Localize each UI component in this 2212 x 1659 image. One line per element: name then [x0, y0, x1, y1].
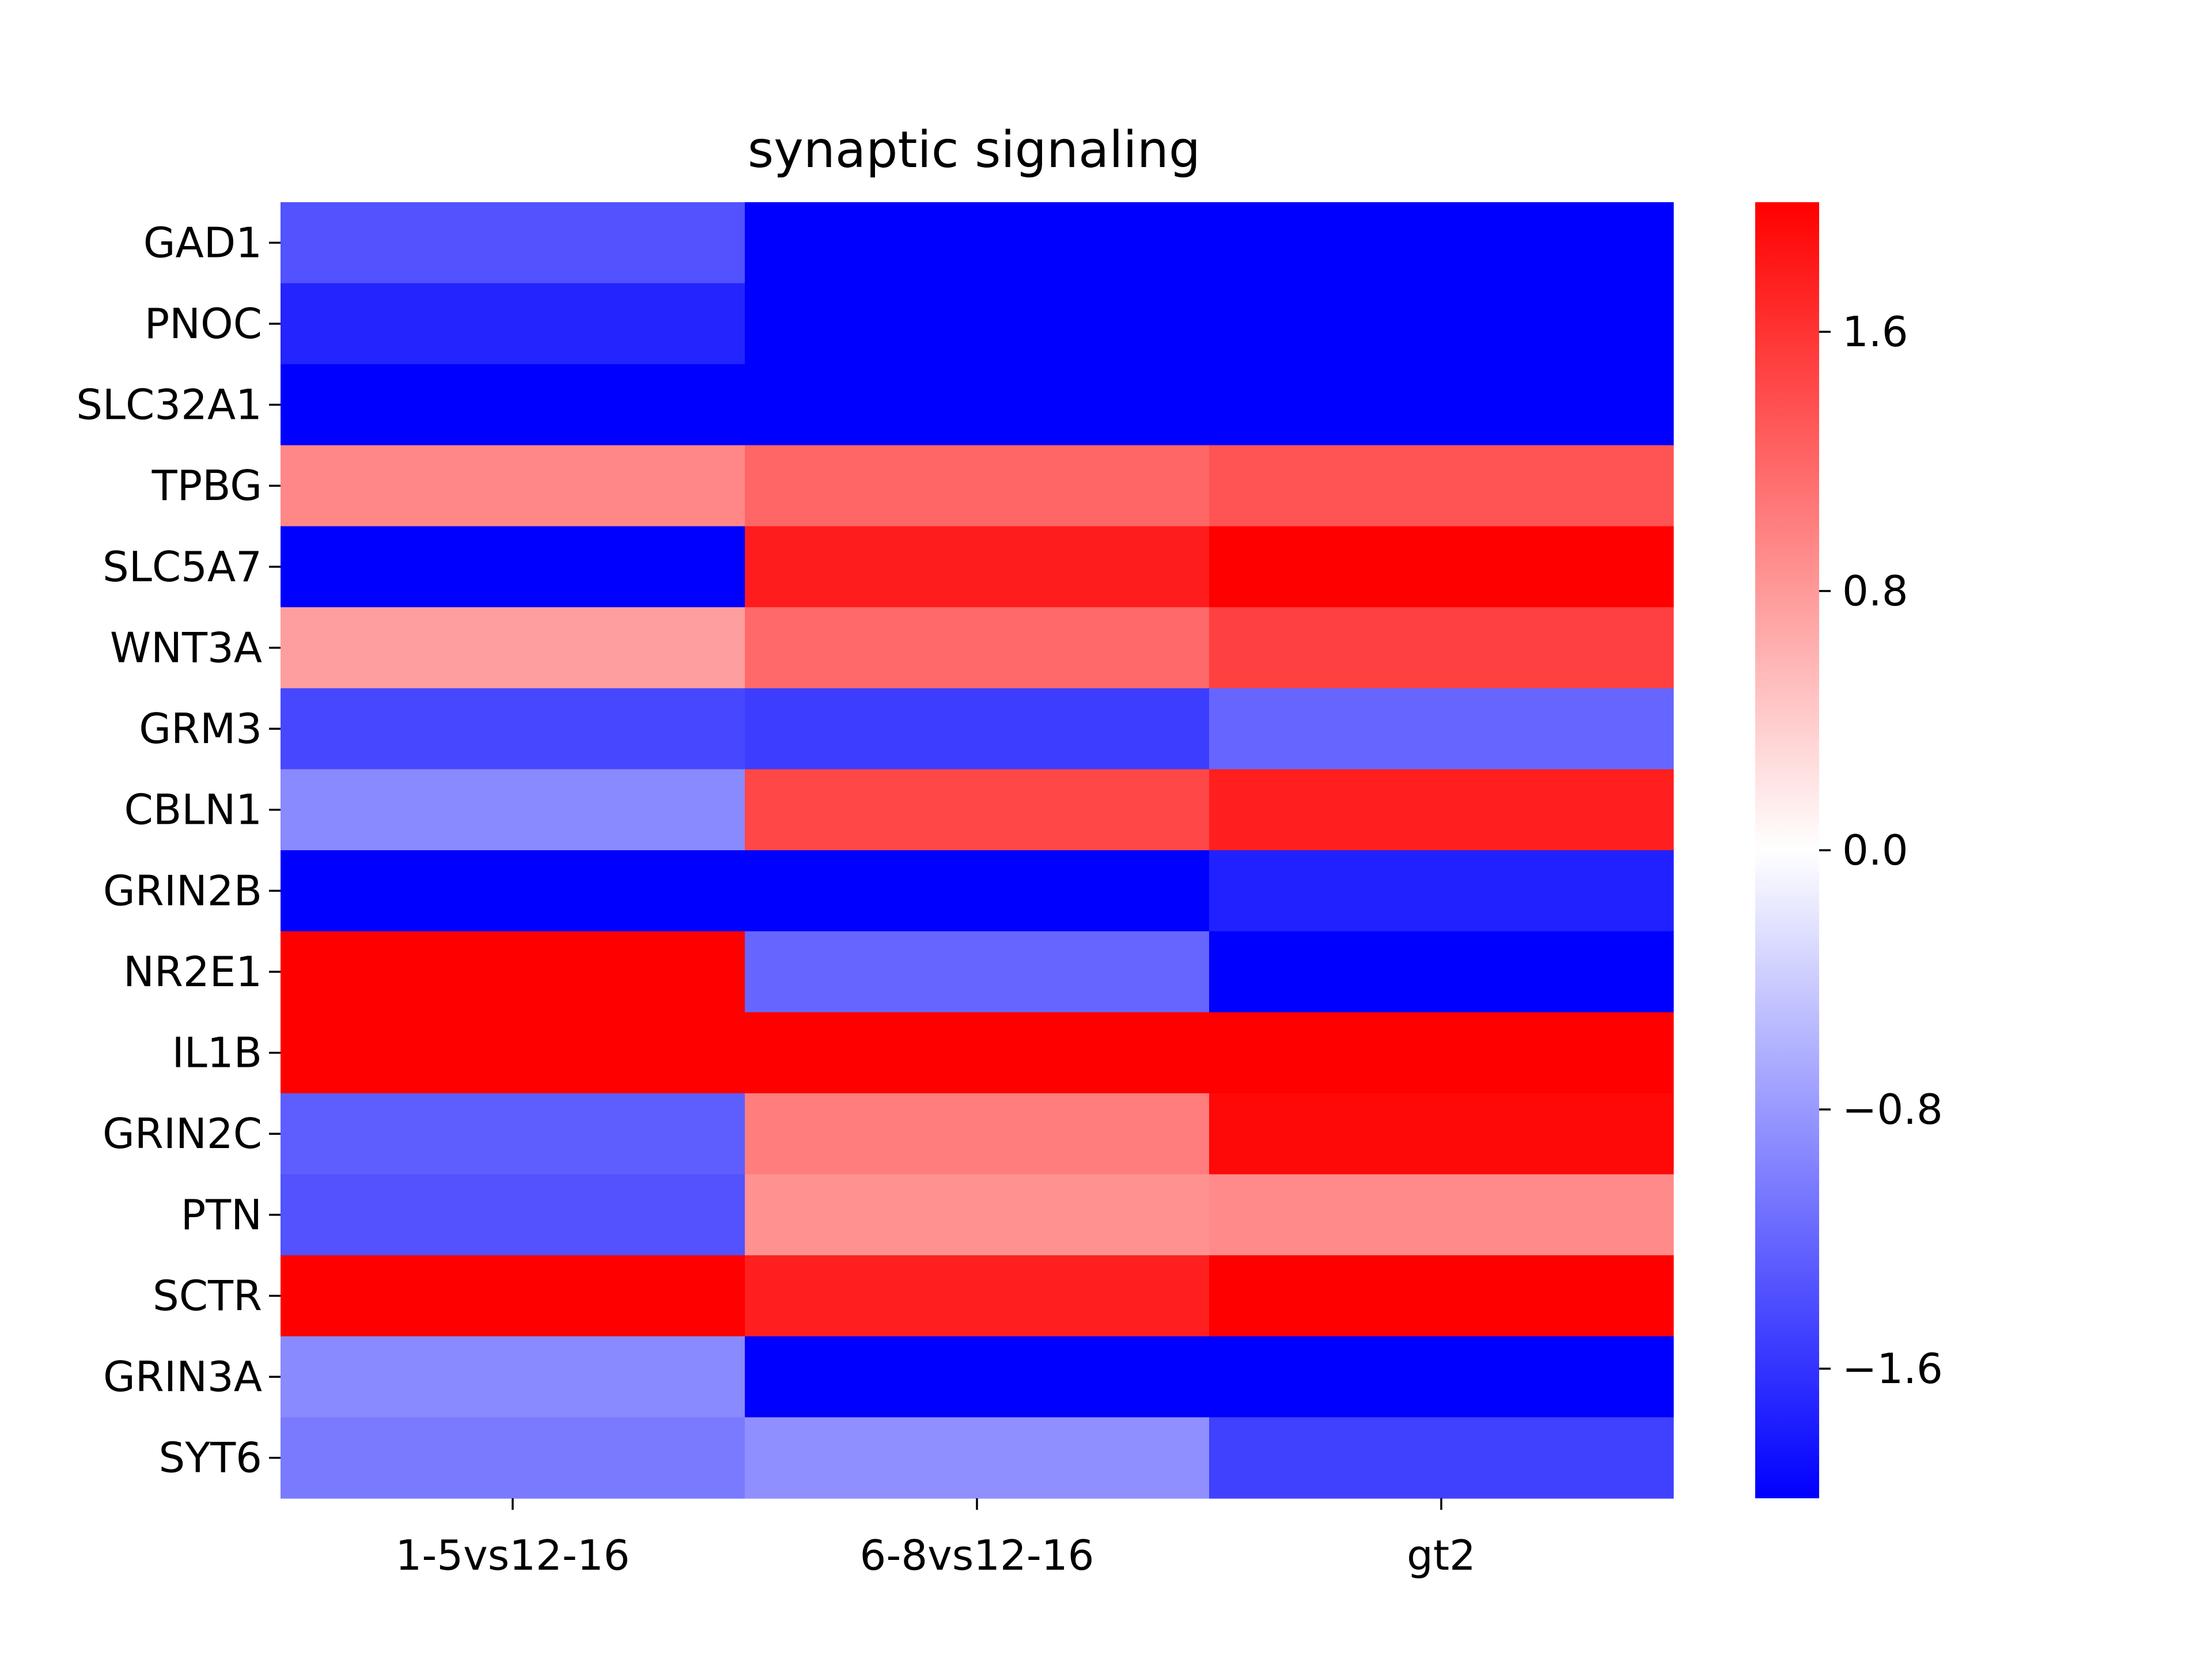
heatmap-cell — [1209, 1174, 1674, 1256]
row-tick-label: WNT3A — [110, 623, 262, 672]
heatmap-cell — [1209, 1255, 1674, 1337]
colorbar-tick-label: 1.6 — [1842, 308, 1908, 356]
heatmap-cell — [281, 1093, 745, 1175]
heatmap-cell — [281, 931, 745, 1013]
row-tick-label: GAD1 — [143, 218, 262, 267]
heatmap-cells — [281, 202, 1674, 1499]
heatmap-cell — [745, 769, 1210, 851]
heatmap-cell — [281, 1417, 745, 1499]
row-tick-label: SLC5A7 — [103, 543, 262, 591]
heatmap-cell — [745, 526, 1210, 608]
heatmap-cell — [1209, 445, 1674, 527]
heatmap-cell — [281, 526, 745, 608]
heatmap-cell — [1209, 1336, 1674, 1418]
heatmap-cell — [745, 850, 1210, 932]
colorbar-tick-label: −0.8 — [1842, 1085, 1943, 1134]
heatmap-cell — [1209, 688, 1674, 770]
heatmap-cell — [1209, 850, 1674, 932]
colorbar-tick-label: 0.8 — [1842, 567, 1908, 615]
heatmap-cell — [745, 283, 1210, 365]
row-tick-label: IL1B — [172, 1029, 262, 1077]
heatmap-cell — [1209, 364, 1674, 446]
row-tick-label: GRIN2C — [103, 1109, 262, 1158]
colorbar-gradient — [1755, 202, 1819, 1498]
column-tick-label: gt2 — [1407, 1531, 1476, 1580]
row-tick-label: PNOC — [145, 300, 262, 348]
heatmap-cell — [281, 283, 745, 365]
heatmap-cell — [1209, 1417, 1674, 1499]
colorbar-tick-label: 0.0 — [1842, 826, 1908, 874]
heatmap-cell — [1209, 1093, 1674, 1175]
heatmap-cell — [745, 1417, 1210, 1499]
heatmap-cell — [281, 1012, 745, 1094]
colorbar: 1.6 0.8 0.0 −0.8 −1.6 — [1755, 202, 1943, 1498]
heatmap-cell — [1209, 202, 1674, 284]
heatmap-cell — [745, 202, 1210, 284]
heatmap-cell — [1209, 769, 1674, 851]
row-tick-label: TPBG — [151, 461, 262, 510]
row-tick-label: GRIN3A — [103, 1353, 262, 1401]
colorbar-tick-label: −1.6 — [1842, 1344, 1943, 1393]
heatmap-cell — [1209, 607, 1674, 689]
heatmap-cell — [1209, 526, 1674, 608]
heatmap-cell — [745, 931, 1210, 1013]
heatmap-cell — [745, 607, 1210, 689]
heatmap-cell — [281, 688, 745, 770]
heatmap-cell — [281, 769, 745, 851]
heatmap-cell — [281, 850, 745, 932]
row-tick-label: SLC32A1 — [76, 381, 262, 429]
row-tick-label: SCTR — [153, 1271, 262, 1320]
heatmap-cell — [745, 1336, 1210, 1418]
row-tick-label: GRIN2B — [103, 866, 262, 915]
row-tick-label: GRM3 — [139, 704, 262, 753]
heatmap-cell — [745, 1012, 1210, 1094]
column-tick-label: 1-5vs12-16 — [396, 1531, 630, 1580]
chart-title: synaptic signaling — [748, 120, 1200, 179]
row-tick-label: SYT6 — [159, 1434, 262, 1482]
heatmap-cell — [281, 1255, 745, 1337]
heatmap-cell — [1209, 931, 1674, 1013]
heatmap-cell — [281, 202, 745, 284]
heatmap-cell — [745, 1174, 1210, 1256]
heatmap-cell — [1209, 1012, 1674, 1094]
heatmap-cell — [745, 1093, 1210, 1175]
row-tick-label: CBLN1 — [124, 786, 262, 834]
heatmap-cell — [281, 364, 745, 446]
heatmap-cell — [281, 1336, 745, 1418]
heatmap-cell — [281, 607, 745, 689]
heatmap-cell — [745, 688, 1210, 770]
column-tick-label: 6-8vs12-16 — [860, 1531, 1094, 1580]
row-tick-label: NR2E1 — [123, 948, 262, 996]
heatmap-cell — [745, 445, 1210, 527]
heatmap-cell — [1209, 283, 1674, 365]
heatmap-cell — [281, 445, 745, 527]
row-axis: GAD1 PNOC SLC32A1 TPBG SLC5A7 WNT3A GRM3 CBLN1 G… — [76, 218, 281, 1482]
heatmap-cell — [281, 1174, 745, 1256]
row-tick-label: PTN — [181, 1191, 262, 1239]
heatmap-cell — [745, 364, 1210, 446]
column-axis: 1-5vs12-16 6-8vs12-16 gt2 — [396, 1498, 1476, 1580]
heatmap-cell — [745, 1255, 1210, 1337]
